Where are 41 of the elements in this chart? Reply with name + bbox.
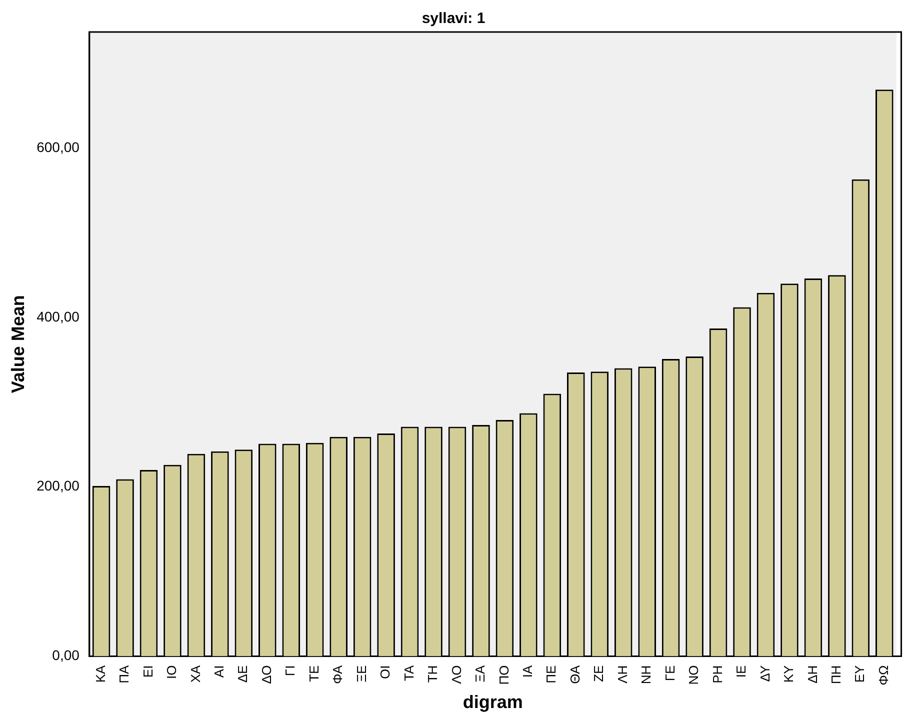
x-tick-label: ΠΑ (116, 664, 132, 684)
x-tick-label: ΧΑ (188, 664, 203, 683)
x-tick-label: ΓΕ (662, 664, 678, 682)
x-tick-label: ΘΑ (567, 664, 582, 684)
x-tick-label: ΦΑ (330, 664, 346, 684)
y-tick-label: 600,00 (36, 138, 80, 155)
x-tick-label: ΟΙ (378, 665, 393, 680)
x-tick-label: ΔΕ (235, 664, 250, 683)
x-tick-label: ΤΑ (401, 664, 416, 681)
x-tick-label: ΝΗ (638, 665, 654, 684)
x-tick-label: ΙΑ (520, 664, 536, 678)
x-tick-label: ΖΕ (591, 664, 606, 682)
x-tick-label: ΠΕ (544, 664, 559, 684)
x-axis-title: digram (462, 692, 523, 712)
x-tick-label: ΞΕ (354, 664, 369, 682)
x-tick-label: ΑΙ (212, 665, 227, 678)
x-tick-label: ΞΑ (472, 664, 488, 682)
y-axis-title: Value Mean (8, 295, 28, 394)
x-tick-label: ΓΙ (282, 665, 298, 676)
x-tick-label: ΦΩ (876, 665, 891, 686)
x-tick-label: ΝΟ (686, 665, 702, 685)
x-tick-label: ΙΕ (734, 664, 749, 678)
x-tick-label: ΚΑ (92, 664, 108, 683)
x-tick-label: ΛΟ (448, 665, 464, 684)
x-tick-label: ΕΙ (140, 665, 156, 678)
x-tick-label: ΛΗ (614, 665, 630, 684)
x-tick-label: ΚΥ (781, 664, 796, 683)
x-tick-label: ΔΥ (757, 664, 772, 682)
x-tick-label: ΠΟ (496, 665, 512, 685)
y-tick-label: 0,00 (52, 647, 80, 664)
chart-title: syllavi: 1 (422, 10, 486, 28)
x-tick-label: ΠΗ (828, 665, 844, 684)
x-tick-label: ΔΟ (258, 665, 274, 684)
x-tick-label: ΡΗ (710, 665, 725, 684)
x-tick-label: ΙΟ (164, 665, 180, 680)
y-tick-label: 200,00 (36, 478, 80, 494)
x-tick-label: ΔΗ (804, 665, 820, 684)
y-tick-label: 400,00 (36, 308, 80, 324)
x-tick-label: ΤΕ (306, 664, 322, 682)
x-tick-label: ΕΥ (852, 664, 868, 683)
x-tick-label: ΤΗ (425, 665, 440, 683)
